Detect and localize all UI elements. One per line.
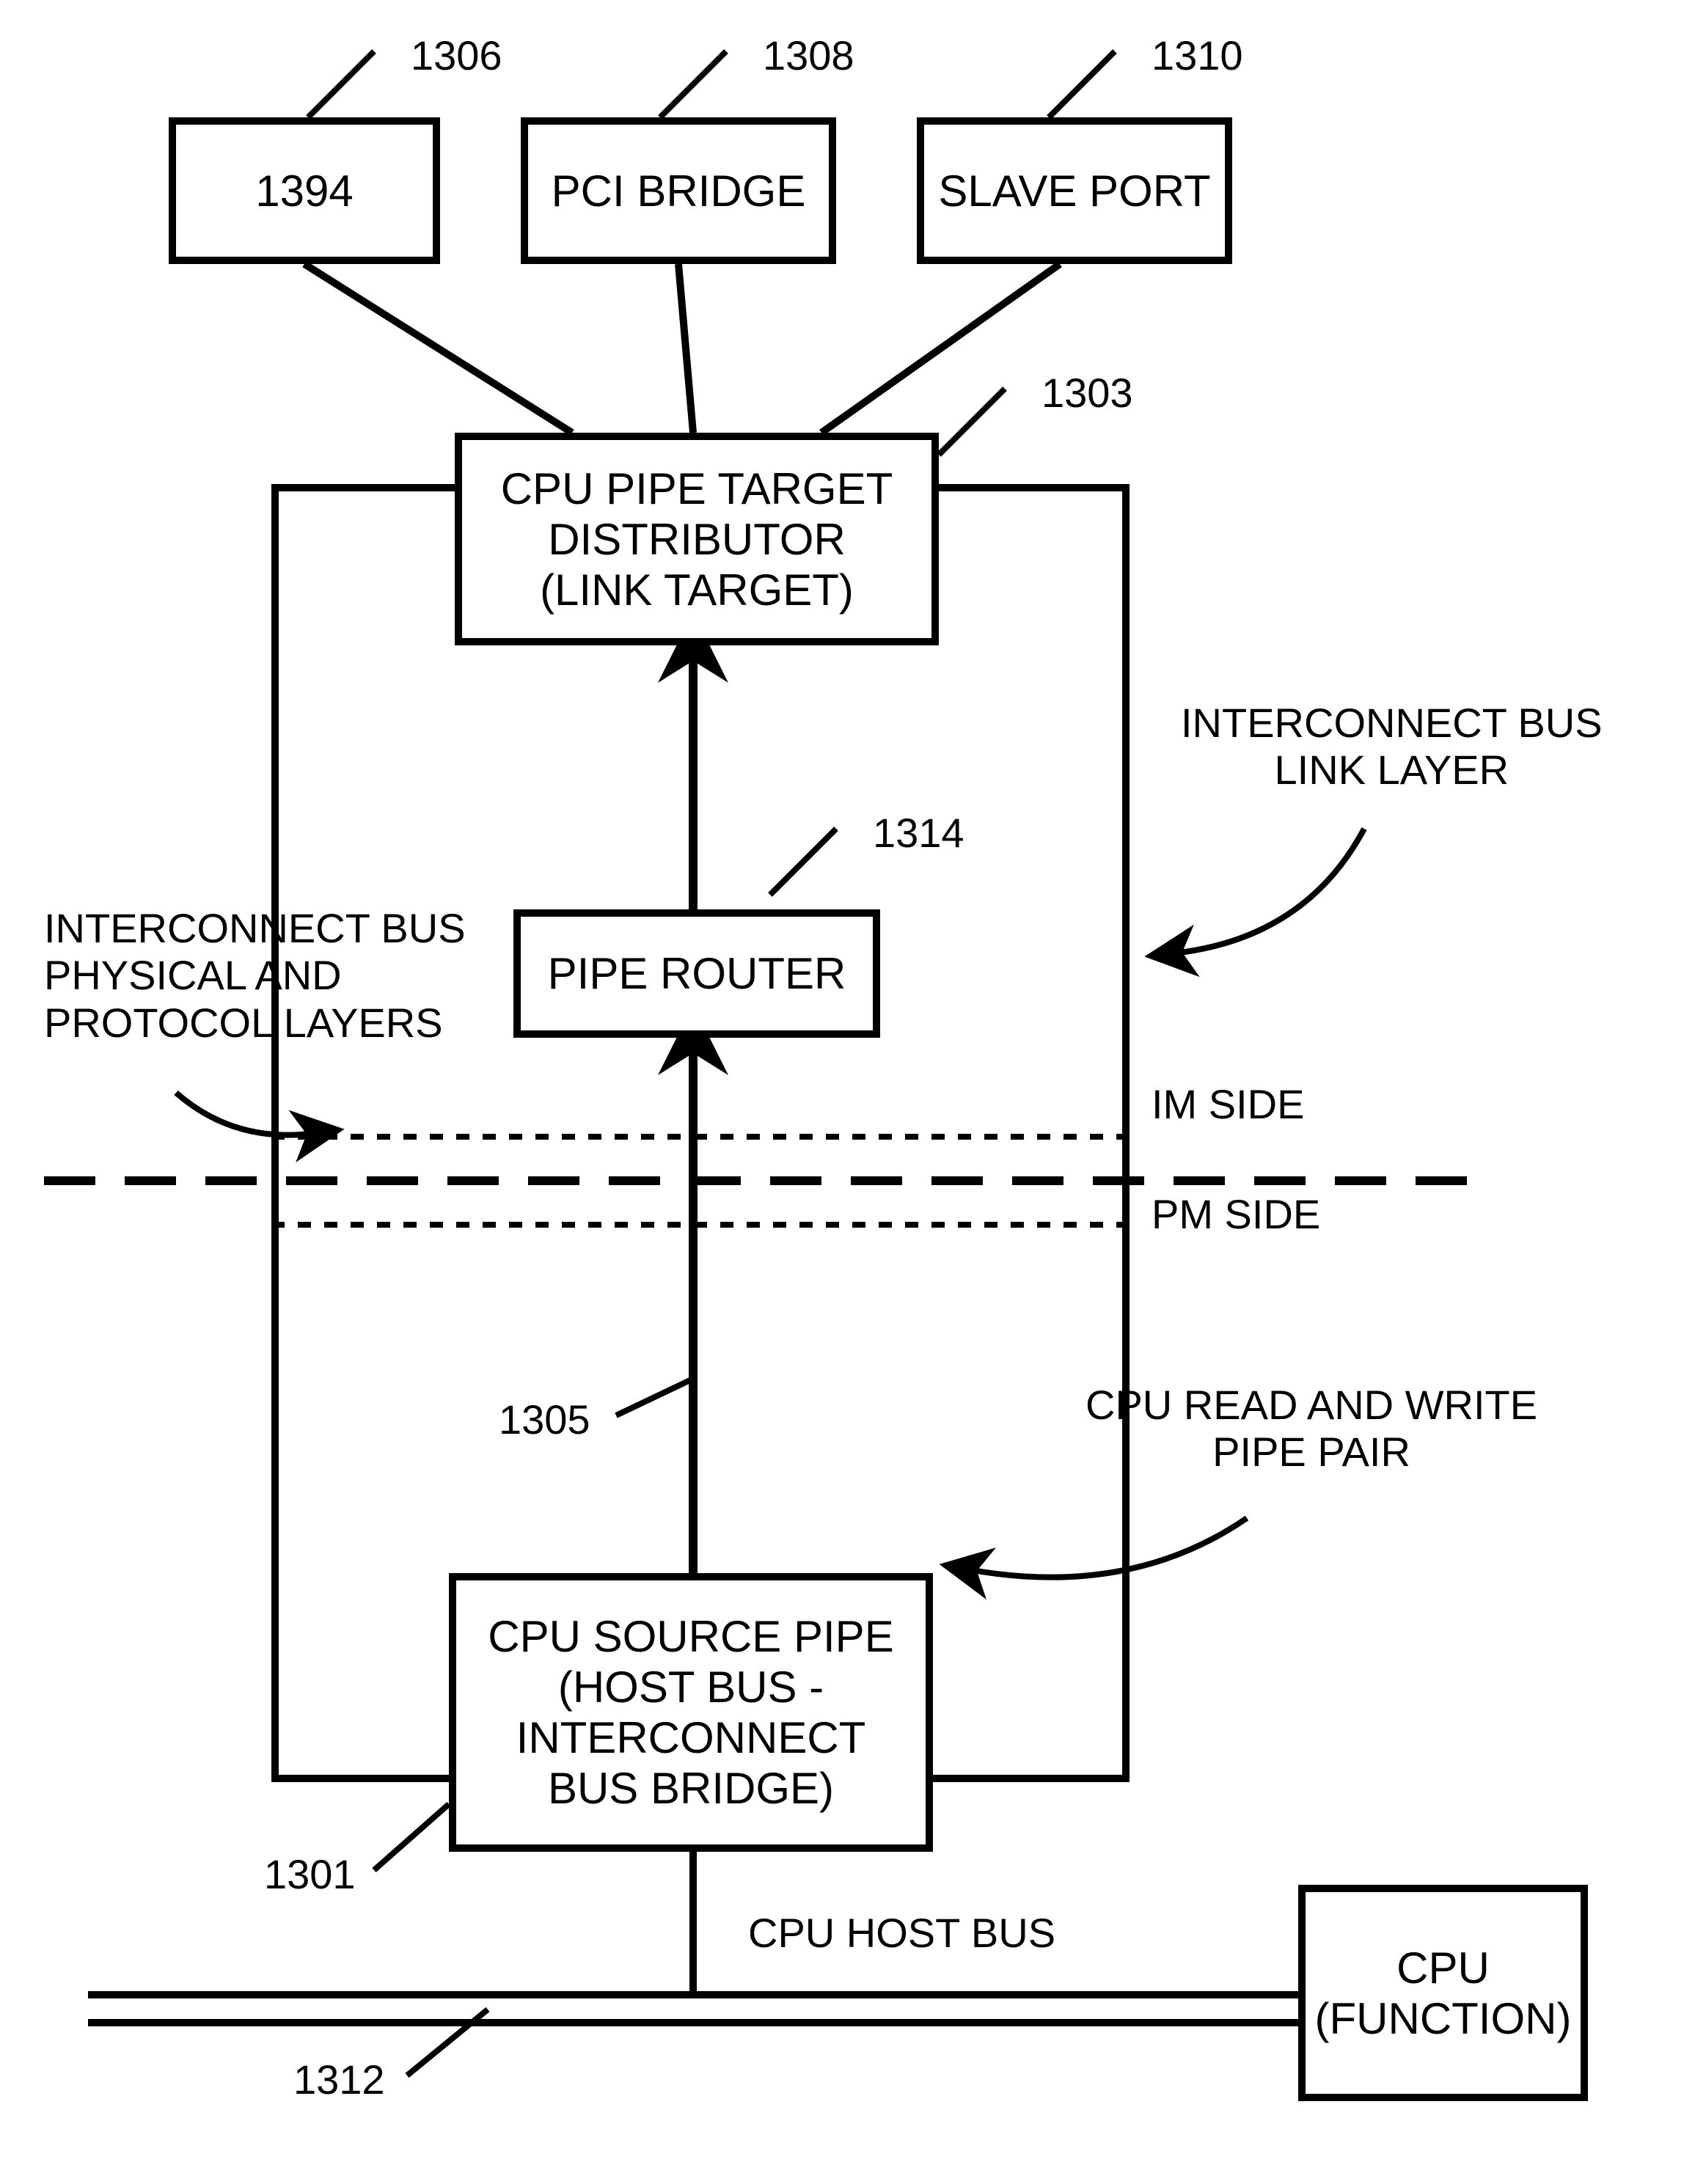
label-cpu-read-write-pipe-pair: CPU READ AND WRITE PIPE PAIR — [1086, 1382, 1537, 1476]
node-1394: 1394 — [169, 117, 440, 264]
label-pm-side: PM SIDE — [1152, 1191, 1320, 1238]
node-pci-bridge-text: PCI BRIDGE — [552, 166, 806, 216]
distributor-line3: (LINK TARGET) — [501, 565, 893, 615]
distributor-line2: DISTRIBUTOR — [501, 514, 893, 565]
label-im-side: IM SIDE — [1152, 1081, 1304, 1128]
node-pipe-router: PIPE ROUTER — [513, 909, 880, 1038]
router-text: PIPE ROUTER — [548, 948, 846, 999]
pipe-pair-line2: PIPE PAIR — [1086, 1429, 1537, 1476]
pipe-pair-line1: CPU READ AND WRITE — [1086, 1382, 1537, 1429]
ref-1306: 1306 — [411, 32, 502, 79]
link-layer-line2: LINK LAYER — [1181, 747, 1603, 794]
ref-1312: 1312 — [293, 2056, 385, 2103]
source-pipe-line3: INTERCONNECT — [488, 1712, 893, 1763]
cpu-line1: CPU — [1315, 1943, 1572, 1993]
ref-1303: 1303 — [1041, 370, 1133, 417]
node-cpu-pipe-target-distributor: CPU PIPE TARGET DISTRIBUTOR (LINK TARGET… — [455, 433, 939, 645]
ref-1308: 1308 — [763, 32, 854, 79]
source-pipe-line4: BUS BRIDGE) — [488, 1763, 893, 1814]
source-pipe-line2: (HOST BUS - — [488, 1662, 893, 1712]
node-1394-text: 1394 — [255, 166, 353, 216]
node-cpu-source-pipe: CPU SOURCE PIPE (HOST BUS - INTERCONNECT… — [449, 1573, 933, 1852]
node-pci-bridge: PCI BRIDGE — [521, 117, 836, 264]
source-pipe-line1: CPU SOURCE PIPE — [488, 1611, 893, 1662]
ref-1301: 1301 — [264, 1851, 356, 1898]
ref-1310: 1310 — [1152, 32, 1243, 79]
label-interconnect-bus-link-layer: INTERCONNECT BUS LINK LAYER — [1181, 700, 1603, 794]
distributor-line1: CPU PIPE TARGET — [501, 463, 893, 514]
link-layer-line1: INTERCONNECT BUS — [1181, 700, 1603, 747]
cpu-line2: (FUNCTION) — [1315, 1993, 1572, 2044]
node-slave-port-text: SLAVE PORT — [938, 166, 1210, 216]
node-cpu-function: CPU (FUNCTION) — [1298, 1885, 1588, 2101]
node-slave-port: SLAVE PORT — [917, 117, 1232, 264]
label-cpu-host-bus: CPU HOST BUS — [748, 1910, 1055, 1957]
